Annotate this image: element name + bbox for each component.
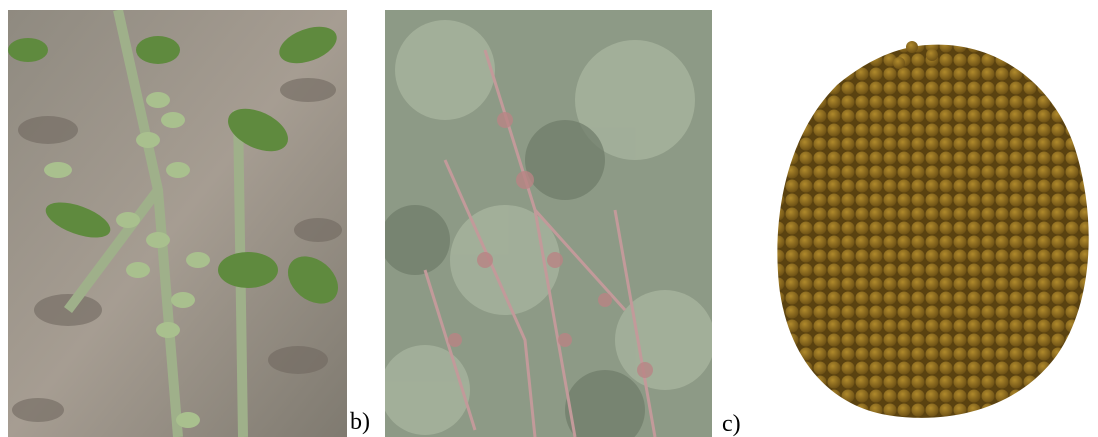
photo-plant bbox=[8, 10, 347, 437]
figure-page: {"figure": {"panel_labels": ["b)", "c)"]… bbox=[0, 0, 1098, 437]
photo-seeds bbox=[757, 25, 1098, 437]
photo-shrub bbox=[385, 10, 712, 437]
panel-label: c) bbox=[722, 412, 741, 436]
panel-label: b) bbox=[350, 410, 370, 434]
